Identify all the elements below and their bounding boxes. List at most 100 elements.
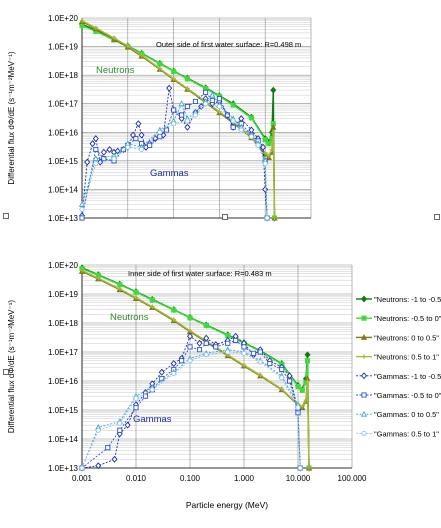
data-point	[262, 137, 268, 143]
data-point	[111, 156, 117, 162]
data-point	[303, 397, 309, 403]
data-point	[171, 317, 177, 323]
data-point	[95, 275, 101, 281]
data-point	[111, 455, 118, 463]
data-point	[241, 350, 247, 356]
data-point	[299, 387, 305, 393]
data-point	[192, 98, 199, 105]
data-point	[149, 387, 155, 393]
data-point	[79, 23, 85, 29]
series-7	[79, 101, 270, 221]
y-tick-label: 1.0E+18	[48, 319, 79, 328]
data-point	[92, 155, 99, 162]
data-point	[269, 147, 275, 152]
x-tick-label: 0.010	[126, 474, 147, 483]
x-axis-label: Particle energy (MeV)	[186, 500, 268, 510]
y-tick-label: 1.0E+14	[48, 185, 79, 194]
data-point	[133, 289, 139, 295]
data-point	[133, 405, 139, 411]
data-point	[106, 145, 113, 153]
series-5	[79, 89, 270, 221]
data-point	[93, 146, 99, 153]
data-point	[184, 76, 190, 82]
data-point	[93, 25, 99, 31]
data-point	[209, 97, 215, 104]
selection-handle	[3, 369, 9, 375]
data-point	[117, 427, 123, 433]
data-point	[262, 150, 268, 156]
data-point	[133, 295, 139, 301]
data-point	[157, 129, 163, 135]
data-point	[267, 360, 273, 367]
data-point	[157, 66, 163, 71]
legend-entry-label: "Gammas: -1 to -0.5"	[374, 372, 441, 381]
data-point	[179, 358, 185, 364]
data-point	[117, 420, 123, 426]
y-tick-label: 1.0E+17	[48, 348, 79, 357]
y-tick-label: 1.0E+20	[48, 14, 79, 23]
data-point	[171, 121, 177, 127]
y-tick-label: 1.0E+16	[48, 377, 79, 386]
data-point	[79, 215, 85, 221]
data-point	[139, 52, 144, 58]
legend-entry-label: "Neutrons: -1 to -0.5"	[374, 295, 441, 304]
x-tick-label: 0.001	[72, 474, 93, 483]
x-tick-label: 100.000	[338, 474, 367, 483]
data-point	[361, 295, 367, 303]
y-tick-label: 1.0E+16	[48, 128, 79, 137]
data-point	[270, 86, 277, 94]
data-point	[163, 127, 170, 133]
legend-entry-label: "Gammas: -0.5 to 0"	[374, 391, 441, 400]
series-3	[79, 268, 312, 471]
data-point	[117, 286, 123, 292]
data-point	[360, 334, 368, 340]
data-point	[114, 147, 121, 155]
group-label: Gammas	[133, 414, 172, 425]
y-tick-label: 1.0E+17	[48, 100, 79, 109]
data-point	[160, 131, 167, 139]
y-tick-label: 1.0E+19	[48, 43, 79, 52]
data-point	[203, 101, 209, 107]
data-point	[361, 372, 367, 380]
data-point	[111, 35, 117, 41]
data-point	[95, 427, 101, 433]
data-point	[217, 109, 222, 115]
data-point	[149, 297, 155, 303]
y-tick-label: 1.0E+18	[48, 71, 79, 80]
data-point	[262, 161, 268, 167]
data-point	[184, 103, 190, 110]
selection-handle	[222, 214, 228, 220]
data-point	[130, 131, 137, 139]
data-point	[158, 368, 165, 376]
data-point	[306, 465, 312, 471]
series-group	[78, 18, 278, 222]
data-point	[95, 462, 102, 470]
data-point	[179, 112, 185, 118]
data-point	[279, 366, 285, 373]
series-group	[78, 264, 313, 472]
data-point	[92, 135, 99, 143]
legend-entry-label: "Neutrons: 0.5 to 1"	[374, 353, 439, 362]
data-point	[270, 123, 277, 130]
y-tick-label: 1.0E+13	[48, 464, 79, 473]
selection-handle	[3, 213, 9, 219]
data-point	[203, 89, 209, 95]
legend: "Neutrons: -1 to -0.5" "Neutrons: -0.5 to…	[356, 295, 441, 438]
data-point	[225, 340, 231, 346]
y-tick-label: 1.0E+20	[48, 261, 79, 270]
x-tick-label: 0.100	[180, 474, 201, 483]
series-line	[81, 103, 268, 219]
data-point	[260, 143, 267, 151]
data-point	[213, 344, 219, 350]
x-tick-label: 1.000	[234, 474, 255, 483]
data-point	[225, 349, 231, 355]
chart-inner-surface: 1.0E+13 1.0E+14 1.0E+15 1.0E+16 1.0E+17 1.0E+…	[7, 261, 441, 510]
data-point	[203, 340, 209, 346]
data-point	[238, 127, 244, 133]
data-point	[304, 351, 311, 359]
data-point	[100, 148, 107, 156]
data-point	[125, 43, 131, 49]
data-point	[147, 142, 153, 148]
series-line	[81, 349, 301, 469]
